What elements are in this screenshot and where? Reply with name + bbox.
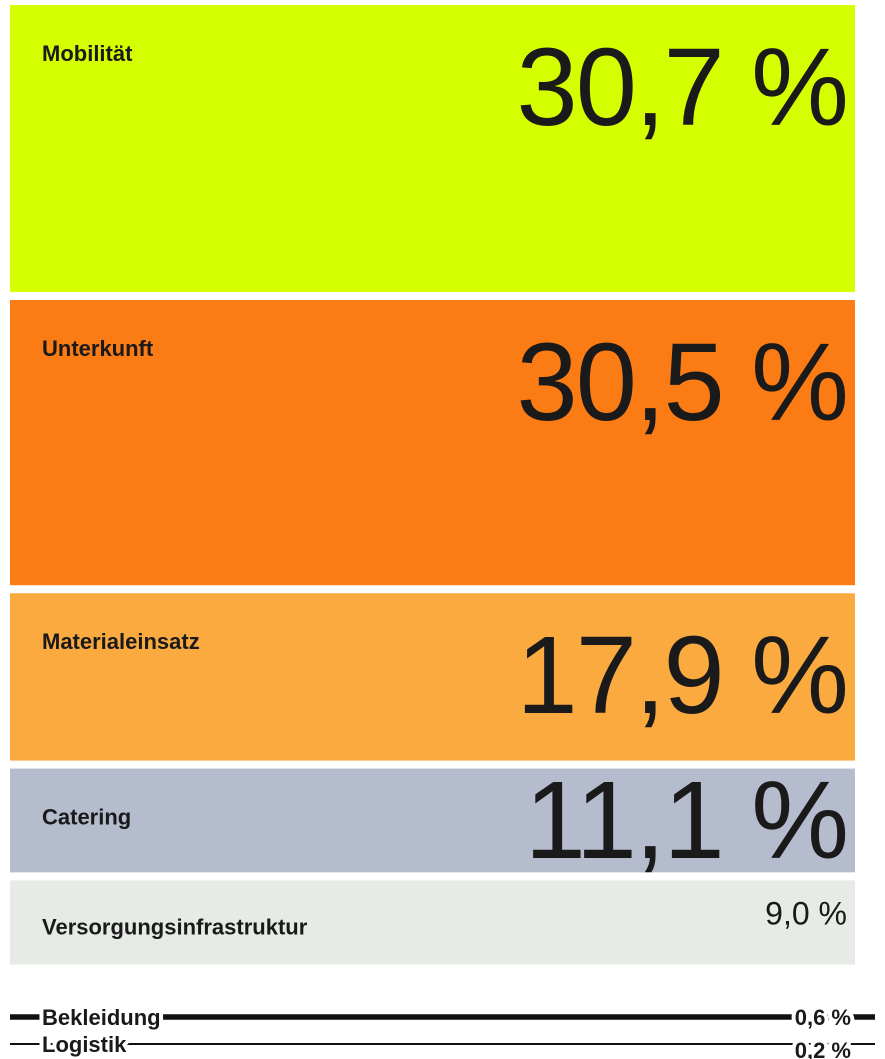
value-label: 0,2 % [795, 1038, 851, 1059]
category-label: Unterkunft [42, 336, 154, 361]
category-label: Catering [42, 805, 131, 830]
value-label: 11,1 % [525, 759, 847, 882]
category-label: Materialeinsatz [42, 629, 200, 654]
block [10, 5, 855, 293]
value-label: 17,9 % [517, 614, 847, 737]
value-label: 30,5 % [517, 321, 847, 444]
block [10, 768, 855, 873]
value-label: 0,6 % [795, 1005, 851, 1030]
category-label: Versorgungsinfrastruktur [42, 914, 308, 939]
category-label: Logistik [42, 1032, 127, 1057]
block [10, 300, 855, 586]
block [10, 880, 855, 965]
value-label: 30,7 % [517, 26, 847, 149]
value-label: 9,0 % [765, 895, 847, 931]
category-label: Bekleidung [42, 1005, 161, 1030]
category-label: Mobilität [42, 41, 133, 66]
block [10, 593, 855, 761]
